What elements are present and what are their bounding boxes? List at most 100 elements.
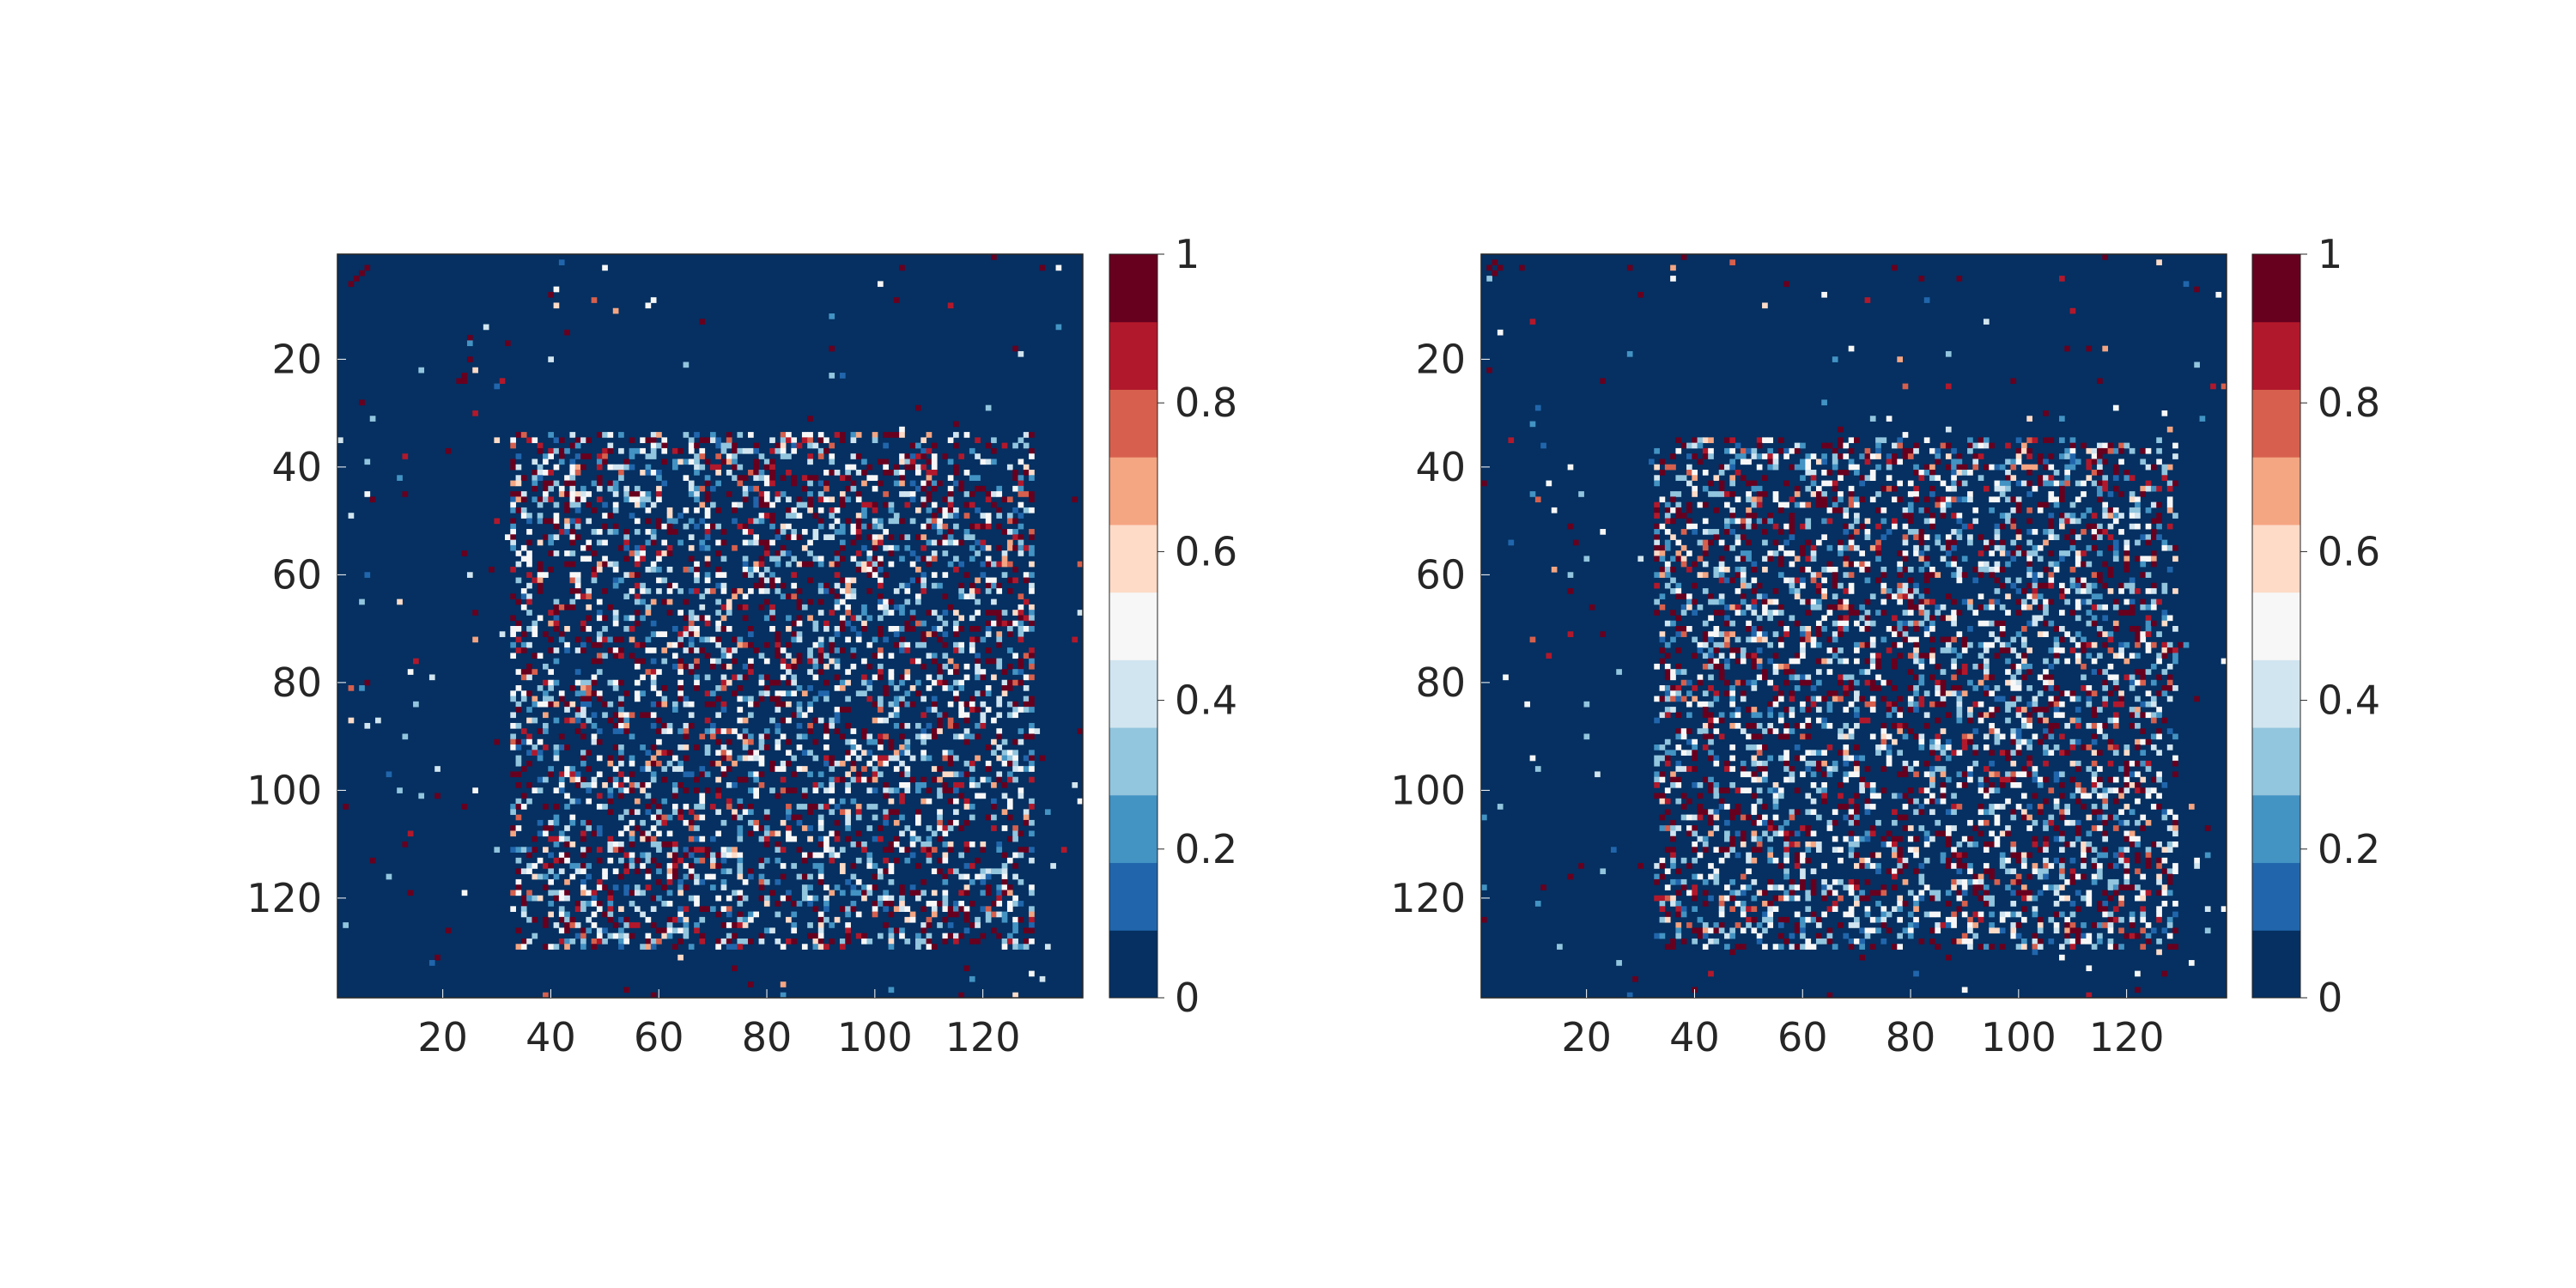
heatmap-cell xyxy=(629,922,635,928)
heatmap-cell xyxy=(769,830,775,837)
heatmap-cell xyxy=(861,890,867,896)
heatmap-cell xyxy=(2043,437,2049,444)
heatmap-cell xyxy=(1680,626,1687,632)
heatmap-cell xyxy=(942,685,949,691)
heatmap-cell xyxy=(591,577,598,584)
heatmap-cell xyxy=(596,696,603,702)
heatmap-cell xyxy=(942,755,949,762)
heatmap-cell xyxy=(2026,529,2032,535)
heatmap-cell xyxy=(694,825,700,831)
heatmap-cell xyxy=(748,626,754,632)
heatmap-cell xyxy=(888,501,895,508)
heatmap-cell xyxy=(553,744,560,750)
heatmap-cell xyxy=(520,738,527,745)
heatmap-cell xyxy=(2172,556,2178,562)
heatmap-cell xyxy=(839,760,846,767)
heatmap-cell xyxy=(742,916,749,923)
heatmap-cell xyxy=(1029,647,1035,653)
heatmap-cell xyxy=(834,647,841,653)
heatmap-cell xyxy=(640,598,646,605)
heatmap-cell xyxy=(877,539,884,546)
heatmap-cell xyxy=(2135,556,2141,562)
heatmap-cell xyxy=(834,598,841,605)
heatmap-cell xyxy=(2172,626,2178,632)
heatmap-cell xyxy=(1923,470,1930,476)
heatmap-cell xyxy=(1810,470,1817,476)
heatmap-cell xyxy=(1018,491,1024,497)
heatmap-cell xyxy=(2081,513,2087,519)
heatmap-cell xyxy=(958,707,965,713)
heatmap-cell xyxy=(2118,588,2124,594)
heatmap-cell xyxy=(461,550,468,556)
heatmap-cell xyxy=(671,518,678,525)
heatmap-cell xyxy=(1746,620,1752,627)
heatmap-cell xyxy=(2015,437,2022,444)
heatmap-cell xyxy=(969,701,975,708)
heatmap-cell xyxy=(2053,647,2060,653)
heatmap-cell xyxy=(661,459,668,465)
heatmap-cell xyxy=(2069,647,2076,653)
heatmap-cell xyxy=(742,447,749,454)
heatmap-cell xyxy=(1956,518,1963,525)
heatmap-cell xyxy=(715,852,721,859)
heatmap-cell xyxy=(558,733,565,740)
heatmap-cell xyxy=(2048,561,2055,568)
heatmap-cell xyxy=(1838,470,1844,476)
heatmap-cell xyxy=(899,264,905,271)
heatmap-cell xyxy=(953,669,959,675)
heatmap-cell xyxy=(920,847,927,853)
heatmap-cell xyxy=(780,447,787,454)
heatmap-cell xyxy=(775,447,781,454)
heatmap-cell xyxy=(1999,464,2006,471)
heatmap-cell xyxy=(931,701,938,708)
heatmap-cell xyxy=(2069,577,2076,584)
heatmap-cell xyxy=(591,529,598,535)
heatmap-cell xyxy=(899,901,905,907)
heatmap-cell xyxy=(1815,631,1822,637)
heatmap-cell xyxy=(1055,264,1062,271)
heatmap-cell xyxy=(1902,513,1909,519)
heatmap-cell xyxy=(1702,653,1709,659)
heatmap-cell xyxy=(850,437,857,444)
heatmap-cell xyxy=(753,647,760,653)
heatmap-cell xyxy=(602,868,608,875)
heatmap-cell xyxy=(996,523,1003,530)
heatmap-cell xyxy=(1864,641,1871,648)
heatmap-cell xyxy=(715,442,721,449)
heatmap-cell xyxy=(791,712,798,719)
heatmap-cell xyxy=(953,610,959,616)
heatmap-cell xyxy=(629,513,635,519)
heatmap-cell xyxy=(574,868,581,875)
heatmap-cell xyxy=(975,674,981,681)
heatmap-cell xyxy=(548,356,554,362)
colorbar-segment xyxy=(1109,457,1157,526)
heatmap-cell xyxy=(586,615,592,622)
heatmap-cell xyxy=(1880,582,1887,589)
heatmap-cell xyxy=(688,835,695,842)
heatmap-cell xyxy=(591,480,598,487)
heatmap-cell xyxy=(737,911,744,918)
heatmap-cell xyxy=(839,615,846,622)
heatmap-cell xyxy=(855,890,862,896)
heatmap-cell xyxy=(899,884,905,890)
heatmap-cell xyxy=(661,658,668,665)
heatmap-cell xyxy=(850,890,857,896)
heatmap-cell xyxy=(1659,593,1666,600)
heatmap-cell xyxy=(1929,518,1935,525)
heatmap-cell xyxy=(596,432,603,438)
heatmap-cell xyxy=(602,561,608,568)
heatmap-cell xyxy=(926,631,933,637)
heatmap-cell xyxy=(1913,470,1919,476)
heatmap-cell xyxy=(1626,350,1633,357)
heatmap-cell xyxy=(817,852,824,859)
heatmap-cell xyxy=(634,501,641,508)
heatmap-cell xyxy=(1913,620,1919,627)
heatmap-cell xyxy=(720,938,727,945)
heatmap-cell xyxy=(1999,523,2006,530)
heatmap-cell xyxy=(996,485,1003,492)
heatmap-cell xyxy=(758,470,765,476)
heatmap-cell xyxy=(958,588,965,594)
heatmap-cell xyxy=(591,679,598,686)
heatmap-cell xyxy=(834,835,841,842)
heatmap-cell xyxy=(1762,610,1768,616)
